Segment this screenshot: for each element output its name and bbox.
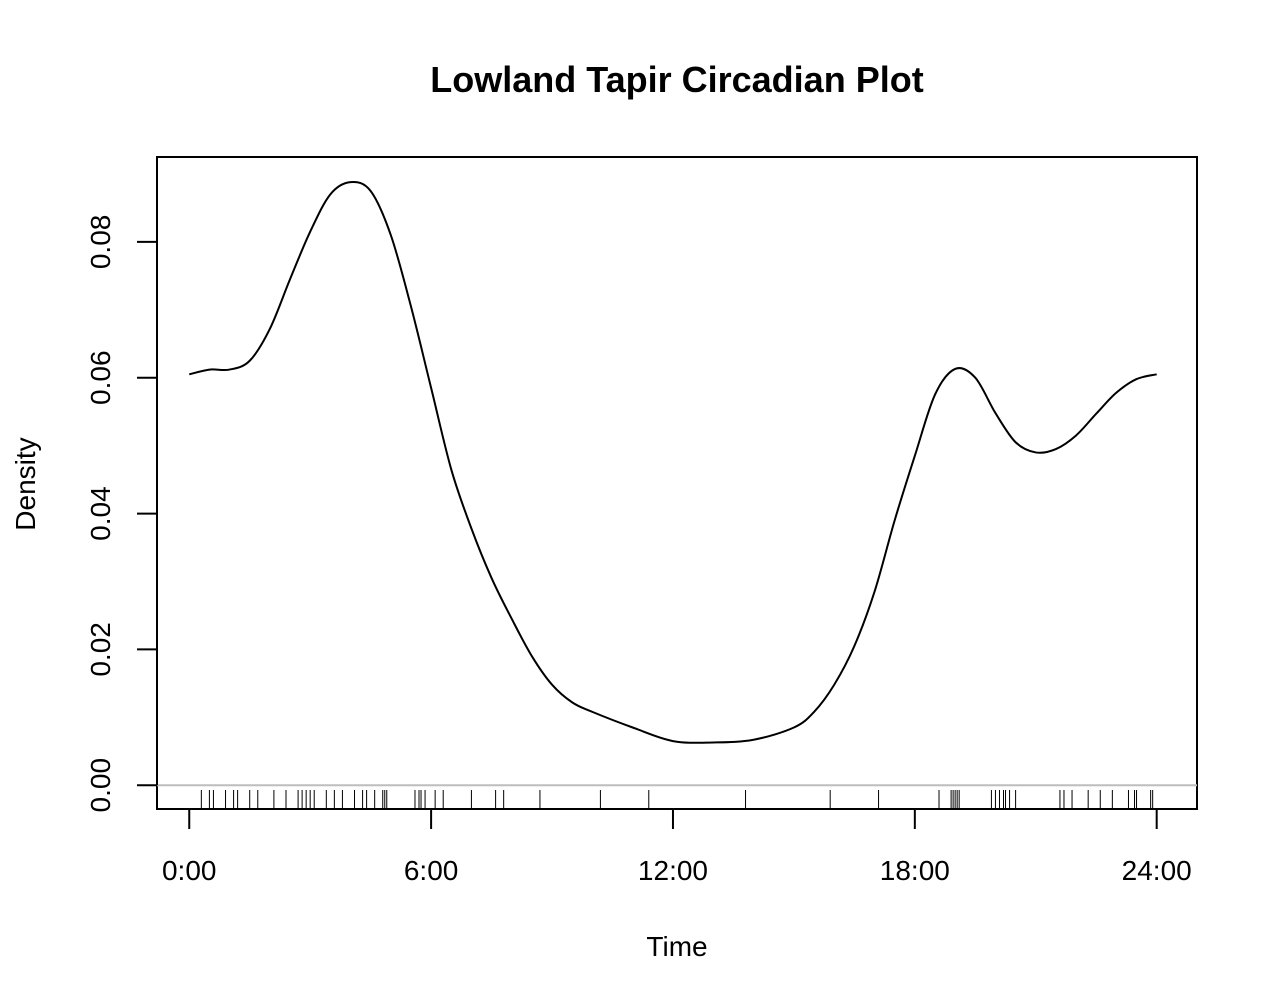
x-axis-label: Time bbox=[646, 931, 707, 962]
x-tick-label: 6:00 bbox=[404, 855, 459, 886]
density-curve bbox=[189, 180, 1157, 744]
x-tick-label: 0:00 bbox=[162, 855, 217, 886]
y-tick-label: 0.08 bbox=[85, 215, 116, 269]
x-tick-label: 24:00 bbox=[1122, 855, 1192, 886]
rug-marks bbox=[200, 790, 1154, 809]
y-axis: 0.00 0.02 0.04 0.06 0.08 bbox=[85, 215, 158, 813]
y-tick-label: 0.00 bbox=[85, 758, 116, 813]
y-axis-label: Density bbox=[10, 437, 41, 530]
chart-title: Lowland Tapir Circadian Plot bbox=[430, 59, 923, 100]
plot-frame bbox=[156, 156, 1198, 810]
y-tick-label: 0.04 bbox=[85, 486, 116, 541]
x-tick-label: 18:00 bbox=[880, 855, 950, 886]
y-tick-label: 0.06 bbox=[85, 350, 116, 405]
x-tick-label: 12:00 bbox=[638, 855, 708, 886]
y-tick-label: 0.02 bbox=[85, 622, 116, 677]
x-axis: 0:00 6:00 12:00 18:00 24:00 bbox=[162, 808, 1192, 886]
